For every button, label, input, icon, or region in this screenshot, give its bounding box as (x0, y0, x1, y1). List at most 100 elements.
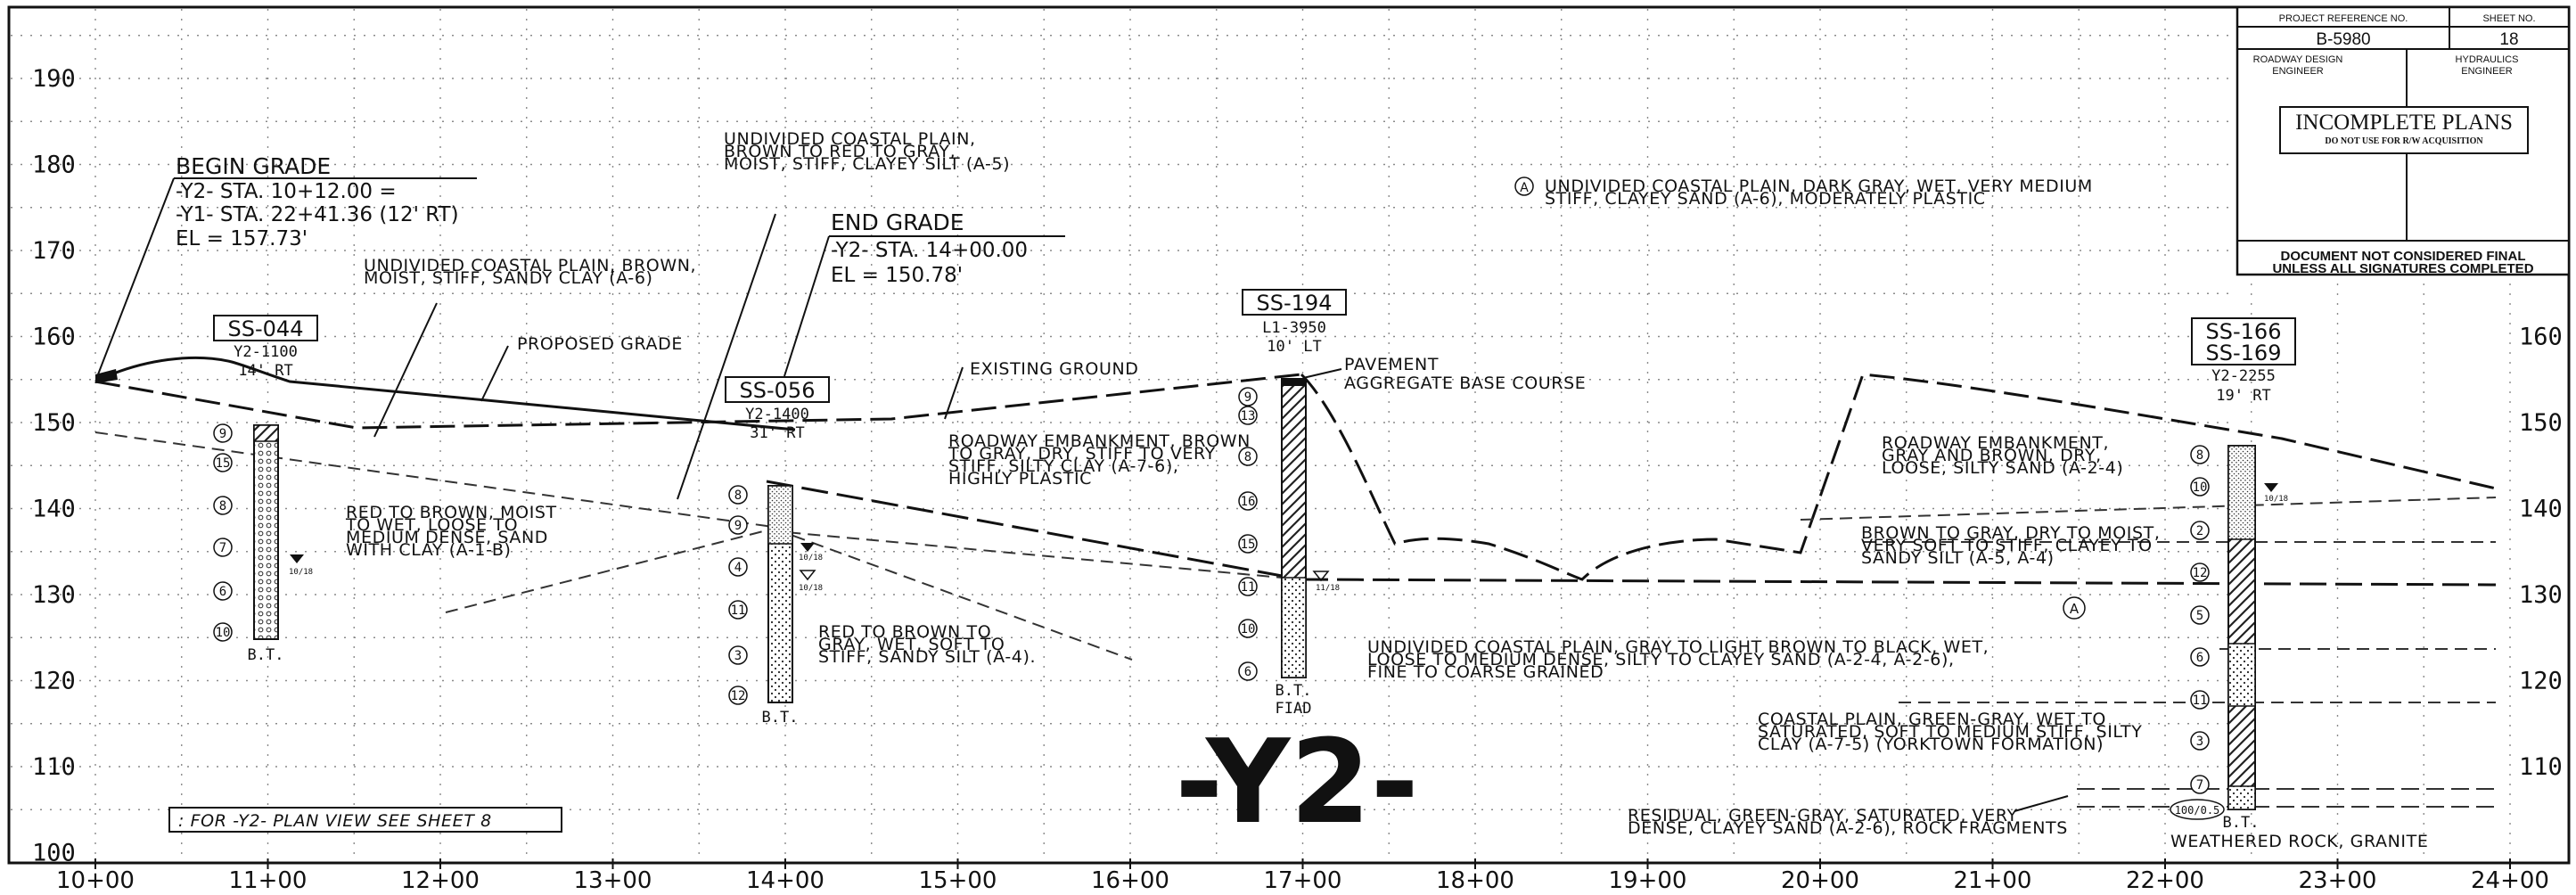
blow-count-value: 7 (219, 541, 226, 555)
residual-leader (2014, 795, 2069, 812)
water-table-marker (2264, 483, 2278, 492)
roadway-design-label: ROADWAY DESIGN (2253, 54, 2343, 65)
blow-count-value: 8 (734, 489, 742, 503)
blow-count-circle (728, 485, 748, 505)
soil-note-line: RESIDUAL, GREEN-GRAY, SATURATED, VERY (1628, 806, 2018, 825)
sheet-no-label: SHEET NO. (2482, 13, 2535, 24)
elevation-tick-label: 120 (32, 668, 76, 695)
boring-blow-counts: 9 13 8 16 15 11 10 6 (1238, 387, 1258, 681)
incomplete-plans-title: INCOMPLETE PLANS (2295, 111, 2513, 135)
soil-note-line: SANDY SILT (A-5, A-4) (1861, 548, 2055, 568)
station-tick-label: 16+00 (1091, 867, 1169, 894)
station-tick-label: 13+00 (574, 867, 652, 894)
elevation-tick-label-right: 110 (2519, 753, 2563, 781)
blow-count-value: 10 (216, 626, 231, 640)
project-ref-label: PROJECT REFERENCE NO. (2279, 13, 2408, 24)
water-table-note: 11/18 (1316, 584, 1340, 593)
soil-note-line: ROADWAY EMBANKMENT, BROWN (948, 431, 1251, 451)
aggregate-base-label: AGGREGATE BASE COURSE (1344, 374, 1586, 393)
soil-note-line: UNDIVIDED COASTAL PLAIN, BROWN, (364, 256, 696, 275)
sheet-no-value: 18 (2499, 30, 2518, 49)
station-tick-label: 23+00 (2299, 867, 2377, 894)
boring-ref: Y2-1100 (234, 343, 298, 361)
blow-count-value: 8 (1244, 450, 1251, 464)
elevation-labels-right: 160 150 140 130 120 110 (2519, 324, 2563, 782)
water-table-marker (1312, 571, 1330, 582)
boring-blow-counts: 9 15 8 7 6 10 (213, 423, 233, 642)
hydraulics-engineer-label: ENGINEER (2461, 66, 2513, 77)
soil-note-line: CLAY (A-7-5) (YORKTOWN FORMATION) (1758, 735, 2104, 754)
boring-ref: L1-3950 (1262, 319, 1326, 337)
station-tick-label: 12+00 (401, 867, 480, 894)
soil-note-line: UNDIVIDED COASTAL PLAIN, (724, 129, 976, 149)
begin-grade-station-y1: -Y1- STA. 22+41.36 (12' RT) (176, 203, 459, 226)
existing-ground-label: EXISTING GROUND (970, 359, 1139, 379)
boring-offset: 10' LT (1267, 338, 1321, 356)
boring-bottom-label: B.T. (1276, 682, 1312, 700)
blow-count-value: 3 (2196, 735, 2203, 749)
blow-count-value: 15 (216, 456, 231, 471)
elevation-tick-label-right: 130 (2519, 581, 2563, 609)
elevation-tick-label-right: 150 (2519, 409, 2563, 437)
boring-bottom-label: B.T. (2223, 814, 2260, 832)
blow-count-circle (1238, 406, 1258, 425)
existing-ground-line-2 (1300, 373, 2497, 581)
stratum-line-e (1800, 497, 2497, 521)
blow-count-value: 12 (2193, 566, 2208, 580)
soil-note-line: DENSE, CLAYEY SAND (A-2-6), ROCK FRAGMEN… (1628, 818, 2068, 838)
soil-note-line: GRAY, WET, SOFT TO (818, 635, 1005, 654)
blow-count-circle (2190, 647, 2210, 667)
soil-note-line: MOIST, STIFF, SANDY CLAY (A-6) (364, 268, 653, 288)
elevation-tick-label-right: 120 (2519, 668, 2563, 695)
soil-note-line: TO GRAY, DRY, STIFF TO VERY (948, 444, 1216, 464)
end-grade-elevation: EL = 150.78' (831, 264, 963, 287)
stratum-line-d (1300, 578, 2497, 587)
hydraulics-label: HYDRAULICS (2456, 54, 2519, 65)
soil-note-2-leader (677, 213, 776, 500)
blow-count-value: 6 (2196, 651, 2203, 665)
title-block: PROJECT REFERENCE NO. SHEET NO. B-5980 1… (2236, 5, 2571, 276)
blow-count-value: 10 (2193, 480, 2208, 495)
station-tick-label: 18+00 (1436, 867, 1514, 894)
soil-note-line: TO WET, LOOSE TO (345, 515, 518, 535)
refusal-oval (2170, 799, 2225, 820)
boring-id-2: SS-169 (2206, 341, 2282, 365)
stratum-line-a (94, 431, 1133, 661)
station-tick-label: 17+00 (1264, 867, 1342, 894)
blow-count-circle (213, 496, 233, 515)
station-tick-label: 19+00 (1609, 867, 1687, 894)
boring-bottom-label: B.T. (248, 646, 284, 664)
project-ref-value: B-5980 (2316, 30, 2370, 49)
blow-count-value: 6 (219, 585, 226, 599)
boring-log-column (253, 424, 279, 640)
blow-count-value: 11 (731, 604, 746, 618)
soil-note-line: BROWN TO GRAY, DRY TO MOIST, (1861, 523, 2161, 543)
soil-note-line: RED TO BROWN, MOIST (346, 503, 557, 522)
begin-grade-elevation: EL = 157.73' (176, 227, 308, 250)
soil-note-line: LOOSE TO MEDIUM DENSE, SILTY TO CLAYEY S… (1367, 650, 1955, 669)
blow-count-circle (213, 622, 233, 642)
end-grade-callout: END GRADE -Y2- STA. 14+00.00 EL = 150.78… (829, 209, 1065, 287)
blow-count-circle (1238, 387, 1258, 406)
blow-count-circle (728, 686, 748, 705)
blow-count-value: 13 (1241, 409, 1256, 423)
plan-view-note-box (168, 807, 562, 833)
blow-count-circle (2190, 605, 2210, 625)
boring-id: SS-194 (1257, 291, 1333, 316)
incomplete-plans-stamp (2279, 106, 2529, 154)
blow-count-value: 3 (734, 649, 742, 663)
document-not-final-line1: DOCUMENT NOT CONSIDERED FINAL (2281, 249, 2526, 264)
blow-count-value: 6 (1244, 665, 1251, 679)
blow-count-circle (2190, 731, 2210, 751)
blow-count-circle (728, 515, 748, 535)
blow-count-value: 9 (219, 427, 226, 441)
boring-blow-counts: 8 10 2 12 5 6 11 3 7 (2190, 445, 2210, 794)
begin-grade-title: BEGIN GRADE (176, 153, 331, 179)
blow-count-circle (1238, 577, 1258, 596)
elevation-tick-label: 160 (32, 324, 76, 351)
existing-ground-leader (944, 366, 964, 420)
blow-count-circle (2190, 775, 2210, 794)
station-tick-label: 14+00 (746, 867, 824, 894)
station-labels: 10+00 11+00 12+00 13+00 14+00 15+00 16+00 17+00… (56, 858, 2549, 894)
blow-count-value: 10 (1241, 622, 1256, 636)
